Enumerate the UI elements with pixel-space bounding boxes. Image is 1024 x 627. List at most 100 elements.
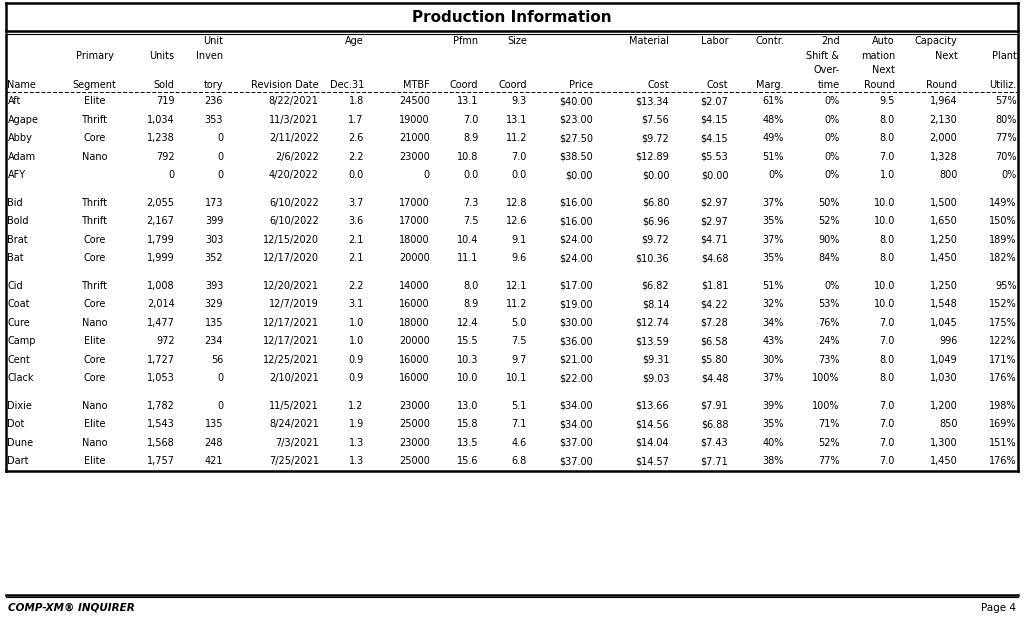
Text: $30.00: $30.00 — [559, 318, 593, 328]
Text: 1,782: 1,782 — [146, 401, 175, 411]
Text: 52%: 52% — [818, 438, 840, 448]
Text: $16.00: $16.00 — [559, 216, 593, 226]
Text: 4/20/2022: 4/20/2022 — [269, 171, 318, 180]
Text: $24.00: $24.00 — [559, 234, 593, 245]
Text: $6.80: $6.80 — [642, 198, 670, 208]
Text: $7.28: $7.28 — [700, 318, 728, 328]
Text: 0%: 0% — [769, 171, 784, 180]
Text: Nano: Nano — [82, 438, 108, 448]
Text: Dune: Dune — [7, 438, 34, 448]
Text: $4.15: $4.15 — [700, 115, 728, 125]
Text: 972: 972 — [156, 336, 175, 346]
Text: 7/25/2021: 7/25/2021 — [268, 456, 318, 466]
Text: 7.0: 7.0 — [880, 401, 895, 411]
Text: 15.5: 15.5 — [457, 336, 478, 346]
Text: 20000: 20000 — [399, 336, 430, 346]
Text: 53%: 53% — [818, 299, 840, 309]
Text: $0.00: $0.00 — [642, 171, 670, 180]
Text: 850: 850 — [939, 419, 957, 429]
Text: 23000: 23000 — [399, 152, 430, 162]
Text: 37%: 37% — [763, 234, 784, 245]
Text: $14.04: $14.04 — [636, 438, 670, 448]
Text: 9.6: 9.6 — [512, 253, 527, 263]
Text: 9.1: 9.1 — [512, 234, 527, 245]
Text: 12/17/2021: 12/17/2021 — [263, 336, 318, 346]
Text: $24.00: $24.00 — [559, 253, 593, 263]
Text: 77%: 77% — [818, 456, 840, 466]
Text: $9.03: $9.03 — [642, 373, 670, 383]
Text: 51%: 51% — [763, 152, 784, 162]
Text: 12/17/2020: 12/17/2020 — [263, 253, 318, 263]
Text: $13.34: $13.34 — [636, 97, 670, 106]
Text: Contr.: Contr. — [755, 36, 784, 46]
Text: Pfmn: Pfmn — [454, 36, 478, 46]
Text: 18000: 18000 — [399, 234, 430, 245]
Text: 2,055: 2,055 — [146, 198, 175, 208]
Text: 1,250: 1,250 — [930, 234, 957, 245]
Text: 43%: 43% — [763, 336, 784, 346]
Text: 1,030: 1,030 — [930, 373, 957, 383]
Text: 1.9: 1.9 — [348, 419, 364, 429]
Text: $12.89: $12.89 — [636, 152, 670, 162]
Text: 8/24/2021: 8/24/2021 — [269, 419, 318, 429]
Text: 15.6: 15.6 — [457, 456, 478, 466]
Text: $37.00: $37.00 — [559, 438, 593, 448]
Text: 5.0: 5.0 — [512, 318, 527, 328]
Text: 12/20/2021: 12/20/2021 — [263, 281, 318, 291]
Text: 100%: 100% — [812, 401, 840, 411]
Text: Coord: Coord — [450, 80, 478, 90]
Text: Dart: Dart — [7, 456, 29, 466]
Text: 8.0: 8.0 — [880, 373, 895, 383]
Text: Shift &: Shift & — [807, 51, 840, 61]
Text: 7.3: 7.3 — [463, 198, 478, 208]
Text: 57%: 57% — [995, 97, 1017, 106]
Text: Cure: Cure — [7, 318, 31, 328]
Text: 1,543: 1,543 — [146, 419, 175, 429]
Text: 1,008: 1,008 — [147, 281, 175, 291]
Text: 421: 421 — [205, 456, 223, 466]
Text: Primary: Primary — [76, 51, 114, 61]
Text: 1,049: 1,049 — [930, 355, 957, 365]
Text: $10.36: $10.36 — [636, 253, 670, 263]
Text: 37%: 37% — [763, 198, 784, 208]
Text: 7/3/2021: 7/3/2021 — [275, 438, 318, 448]
Text: 10.3: 10.3 — [457, 355, 478, 365]
Text: 1,450: 1,450 — [930, 253, 957, 263]
Text: $6.58: $6.58 — [700, 336, 728, 346]
Text: 0: 0 — [217, 134, 223, 143]
Text: $13.59: $13.59 — [636, 336, 670, 346]
Text: 13.5: 13.5 — [457, 438, 478, 448]
Text: 2,000: 2,000 — [930, 134, 957, 143]
Text: 175%: 175% — [989, 318, 1017, 328]
Text: $0.00: $0.00 — [700, 171, 728, 180]
Text: 399: 399 — [205, 216, 223, 226]
Text: 77%: 77% — [995, 134, 1017, 143]
Text: 176%: 176% — [989, 373, 1017, 383]
Text: Thrift: Thrift — [82, 281, 108, 291]
Text: 17000: 17000 — [399, 216, 430, 226]
Text: Agape: Agape — [7, 115, 39, 125]
Text: Utiliz.: Utiliz. — [989, 80, 1017, 90]
Text: $4.22: $4.22 — [700, 299, 728, 309]
Text: Core: Core — [83, 373, 105, 383]
Text: Cid: Cid — [7, 281, 24, 291]
Text: Next: Next — [935, 51, 957, 61]
Text: 16000: 16000 — [399, 355, 430, 365]
Text: 8.0: 8.0 — [880, 115, 895, 125]
Text: 9.5: 9.5 — [880, 97, 895, 106]
Text: 189%: 189% — [989, 234, 1017, 245]
Text: 2/11/2022: 2/11/2022 — [269, 134, 318, 143]
Text: 40%: 40% — [763, 438, 784, 448]
Text: 20000: 20000 — [399, 253, 430, 263]
Text: 90%: 90% — [818, 234, 840, 245]
Text: 48%: 48% — [763, 115, 784, 125]
Text: Age: Age — [345, 36, 364, 46]
Text: Cost: Cost — [648, 80, 670, 90]
Text: Adam: Adam — [7, 152, 36, 162]
Text: 13.1: 13.1 — [457, 97, 478, 106]
Text: $19.00: $19.00 — [559, 299, 593, 309]
Text: Bold: Bold — [7, 216, 29, 226]
Text: 1,450: 1,450 — [930, 456, 957, 466]
Text: $1.81: $1.81 — [700, 281, 728, 291]
Text: 0: 0 — [217, 152, 223, 162]
